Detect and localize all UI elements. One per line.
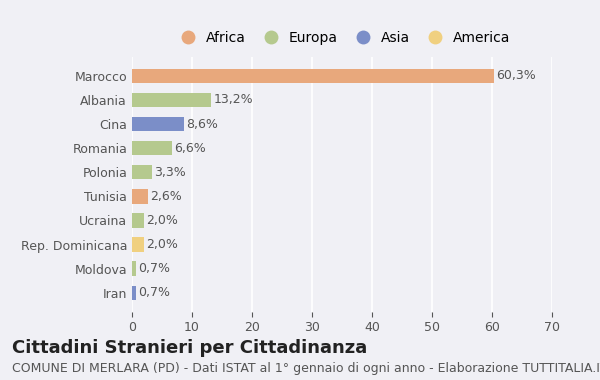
Text: 0,7%: 0,7% — [139, 286, 170, 299]
Text: 8,6%: 8,6% — [186, 117, 218, 130]
Text: Cittadini Stranieri per Cittadinanza: Cittadini Stranieri per Cittadinanza — [12, 339, 367, 358]
Text: COMUNE DI MERLARA (PD) - Dati ISTAT al 1° gennaio di ogni anno - Elaborazione TU: COMUNE DI MERLARA (PD) - Dati ISTAT al 1… — [12, 363, 600, 375]
Bar — [132, 68, 494, 83]
Bar — [132, 238, 144, 252]
Text: 3,3%: 3,3% — [154, 166, 186, 179]
Text: 6,6%: 6,6% — [174, 142, 206, 155]
Bar — [132, 141, 172, 155]
Bar — [132, 117, 184, 131]
Text: 2,0%: 2,0% — [146, 238, 178, 251]
Text: 2,0%: 2,0% — [146, 214, 178, 227]
Bar — [132, 189, 148, 204]
Bar — [132, 93, 211, 107]
Legend: Africa, Europa, Asia, America: Africa, Europa, Asia, America — [174, 31, 510, 45]
Text: 2,6%: 2,6% — [150, 190, 182, 203]
Text: 60,3%: 60,3% — [496, 69, 536, 82]
Text: 13,2%: 13,2% — [214, 93, 253, 106]
Bar — [132, 165, 152, 179]
Bar — [132, 261, 136, 276]
Text: 0,7%: 0,7% — [139, 262, 170, 275]
Bar — [132, 285, 136, 300]
Bar — [132, 213, 144, 228]
